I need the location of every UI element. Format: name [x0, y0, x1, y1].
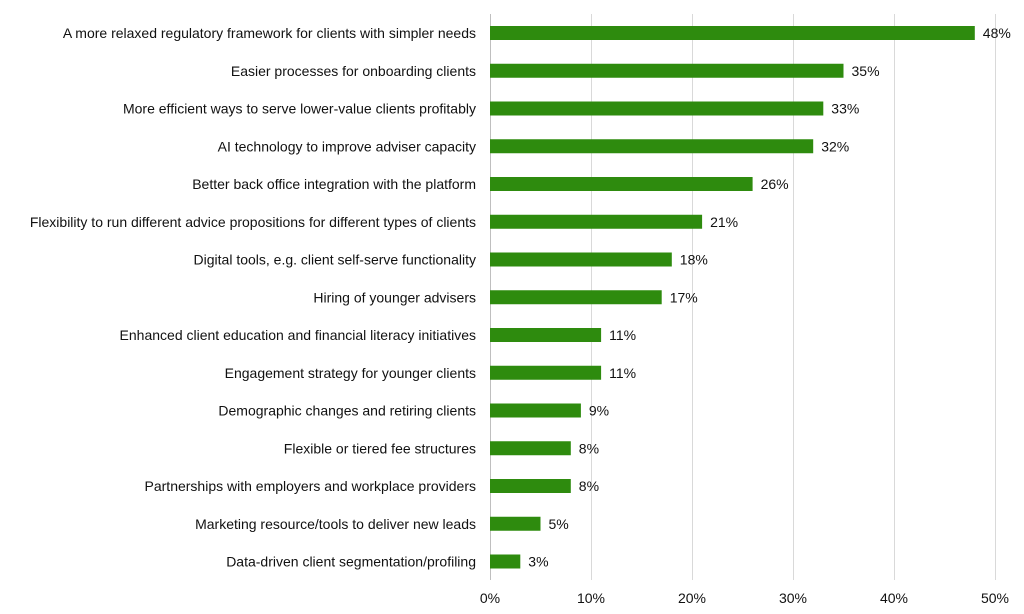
category-label: Marketing resource/tools to deliver new … [195, 516, 476, 532]
category-labels: A more relaxed regulatory framework for … [30, 25, 476, 570]
category-label: Enhanced client education and financial … [120, 327, 476, 343]
data-label: 5% [549, 516, 569, 532]
bar [490, 290, 662, 305]
x-tick-label: 30% [779, 590, 807, 606]
bar [490, 139, 814, 154]
bar [490, 26, 975, 40]
category-label: Flexible or tiered fee structures [284, 440, 476, 456]
data-label: 11% [609, 365, 636, 381]
data-label: 33% [831, 101, 859, 117]
data-label: 8% [579, 478, 599, 494]
data-label: 26% [761, 176, 789, 192]
category-label: Easier processes for onboarding clients [231, 63, 476, 79]
category-label: A more relaxed regulatory framework for … [63, 25, 476, 41]
bar [490, 365, 602, 380]
bar [490, 252, 672, 267]
category-label: Engagement strategy for younger clients [225, 365, 476, 381]
x-axis-ticks: 0% 10% 20% 30% 40% 50% [480, 590, 1009, 606]
category-label: Flexibility to run different advice prop… [30, 214, 476, 230]
data-label: 17% [670, 289, 698, 305]
bar [490, 101, 824, 116]
category-label: Demographic changes and retiring clients [218, 403, 476, 419]
bar [490, 63, 844, 78]
x-tick-label: 50% [981, 590, 1009, 606]
data-label: 48% [983, 25, 1011, 41]
category-label: Partnerships with employers and workplac… [145, 478, 476, 494]
data-label: 21% [710, 214, 738, 230]
x-tick-label: 10% [577, 590, 605, 606]
category-label: More efficient ways to serve lower-value… [123, 101, 476, 117]
x-tick-label: 40% [880, 590, 908, 606]
bar [490, 479, 571, 493]
bar [490, 214, 703, 229]
x-tick-label: 20% [678, 590, 706, 606]
data-label: 35% [852, 63, 880, 79]
category-label: Better back office integration with the … [192, 176, 476, 192]
data-label: 8% [579, 440, 599, 456]
x-tick-label: 0% [480, 590, 500, 606]
category-label: Hiring of younger advisers [313, 289, 476, 305]
data-label: 32% [821, 138, 849, 154]
data-label: 9% [589, 403, 609, 419]
category-label: Data-driven client segmentation/profilin… [226, 554, 476, 570]
category-label: Digital tools, e.g. client self-serve fu… [194, 252, 476, 268]
data-label: 18% [680, 252, 708, 268]
bar [490, 403, 581, 418]
data-label: 3% [528, 554, 548, 570]
bar [490, 441, 571, 456]
bar [490, 328, 602, 342]
bars [490, 26, 975, 569]
bar [490, 516, 541, 531]
bar [490, 554, 521, 569]
bar [490, 177, 753, 191]
data-label: 11% [609, 327, 636, 343]
value-labels: 48% 35% 33% 32% 26% 21% 18% 17% 11% 11% 9% 8% 8% 5% 3% [528, 25, 1011, 570]
category-label: AI technology to improve adviser capacit… [218, 138, 476, 154]
